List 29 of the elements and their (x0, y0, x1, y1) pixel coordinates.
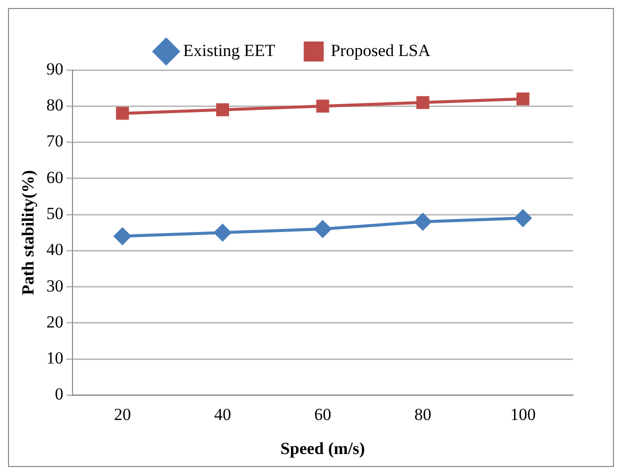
point (516, 92, 530, 106)
point (414, 213, 432, 230)
y-tick-label: 50 (46, 204, 64, 223)
point (314, 220, 332, 238)
x-tick-label: 60 (314, 404, 332, 424)
x-tick-label: 80 (414, 404, 432, 424)
x-tick-label: 40 (214, 404, 232, 424)
legend-label: Existing EET (183, 40, 276, 60)
y-tick-label: 10 (46, 348, 64, 368)
point (116, 106, 129, 120)
point (316, 100, 330, 113)
point (114, 228, 131, 245)
point (514, 210, 532, 227)
y-tick-label: 70 (46, 132, 64, 151)
y-tick-label: 60 (46, 168, 64, 187)
y-axis-title: Path stability(%) (18, 170, 38, 296)
point (216, 103, 230, 116)
y-tick-label: 20 (46, 312, 64, 332)
y-tick-label: 90 (46, 59, 64, 78)
point (416, 96, 430, 109)
y-tick-label: 30 (46, 276, 64, 296)
y-tick-label: 0 (54, 384, 64, 404)
x-axis-title: Speed (m/s) (280, 439, 365, 458)
y-tick-label: 80 (46, 96, 64, 115)
y-tick-label: 40 (46, 240, 64, 260)
x-tick-label: 100 (510, 404, 536, 424)
x-tick-label: 20 (114, 404, 131, 424)
legend-label: Proposed LSA (330, 40, 432, 60)
point (214, 224, 232, 242)
